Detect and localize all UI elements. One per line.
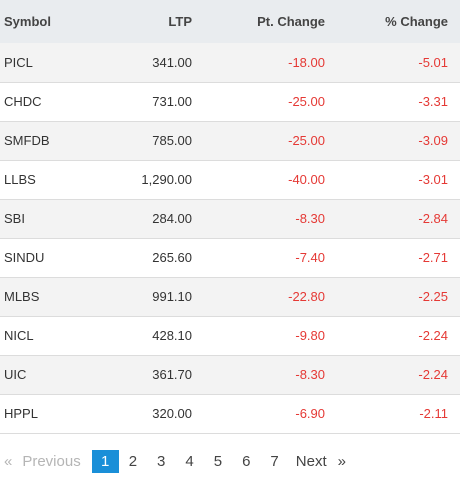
prev-arrow-icon: « xyxy=(4,452,13,470)
page-3-button[interactable]: 3 xyxy=(157,452,166,470)
page-1-button[interactable]: 1 xyxy=(91,449,119,473)
table-row: LLBS 1,290.00 -40.00 -3.01 xyxy=(0,160,460,199)
cell-symbol[interactable]: CHDC xyxy=(4,94,42,109)
cell-pct-change: -2.24 xyxy=(418,328,448,343)
header-row: Symbol LTP Pt. Change % Change xyxy=(0,0,460,43)
table-row: SMFDB 785.00 -25.00 -3.09 xyxy=(0,121,460,160)
cell-symbol[interactable]: UIC xyxy=(4,367,27,382)
cell-symbol[interactable]: PICL xyxy=(4,54,33,70)
cell-pt-change: -18.00 xyxy=(288,54,325,70)
next-arrow-icon[interactable]: » xyxy=(337,452,346,470)
cell-pct-change: -3.31 xyxy=(418,94,448,109)
pagination: « Previous 1 2 3 4 5 6 7 Next » xyxy=(0,448,346,474)
cell-pct-change: -5.01 xyxy=(418,54,448,70)
cell-pct-change: -2.11 xyxy=(419,406,448,421)
table-row: NICL 428.10 -9.80 -2.24 xyxy=(0,316,460,355)
next-button[interactable]: Next xyxy=(295,452,327,470)
cell-pct-change: -2.84 xyxy=(418,211,448,226)
cell-ltp: 428.10 xyxy=(152,328,192,343)
previous-button[interactable]: Previous xyxy=(22,452,81,470)
table-row: CHDC 731.00 -25.00 -3.31 xyxy=(0,82,460,121)
column-header-pt-change[interactable]: Pt. Change xyxy=(257,14,325,29)
cell-symbol[interactable]: LLBS xyxy=(4,172,36,187)
cell-pt-change: -40.00 xyxy=(288,172,325,187)
cell-pt-change: -6.90 xyxy=(295,406,325,421)
page-2-button[interactable]: 2 xyxy=(128,452,138,470)
table-row: SINDU 265.60 -7.40 -2.71 xyxy=(0,238,460,277)
table-row: SBI 284.00 -8.30 -2.84 xyxy=(0,199,460,238)
table-row: UIC 361.70 -8.30 -2.24 xyxy=(0,355,460,394)
cell-ltp: 991.10 xyxy=(152,289,192,304)
cell-pt-change: -7.40 xyxy=(295,250,325,265)
cell-pt-change: -25.00 xyxy=(288,133,325,148)
cell-ltp: 361.70 xyxy=(152,367,192,382)
cell-pt-change: -8.30 xyxy=(295,211,325,226)
page-4-button[interactable]: 4 xyxy=(185,452,194,470)
column-header-ltp[interactable]: LTP xyxy=(168,14,192,29)
column-header-pct-change[interactable]: % Change xyxy=(385,14,448,29)
cell-symbol[interactable]: SBI xyxy=(4,211,25,226)
cell-symbol[interactable]: SMFDB xyxy=(4,133,50,148)
cell-pct-change: -3.09 xyxy=(418,133,448,148)
column-header-symbol[interactable]: Symbol xyxy=(4,14,51,29)
cell-symbol[interactable]: NICL xyxy=(4,328,34,343)
page-6-button[interactable]: 6 xyxy=(242,452,251,470)
stock-table: Symbol LTP Pt. Change % Change PICL 341.… xyxy=(0,0,460,433)
page-7-button[interactable]: 7 xyxy=(270,452,279,470)
cell-pct-change: -2.25 xyxy=(418,289,448,304)
cell-ltp: 1,290.00 xyxy=(141,172,192,187)
table-body: PICL 341.00 -18.00 -5.01 CHDC 731.00 -25… xyxy=(0,43,460,433)
cell-ltp: 284.00 xyxy=(152,211,192,226)
cell-pct-change: -2.24 xyxy=(418,367,448,382)
cell-pt-change: -9.80 xyxy=(295,328,325,343)
table-row: HPPL 320.00 -6.90 -2.11 xyxy=(0,394,460,433)
cell-symbol[interactable]: HPPL xyxy=(4,406,38,421)
page-5-button[interactable]: 5 xyxy=(213,452,223,470)
cell-pct-change: -3.01 xyxy=(418,172,448,187)
cell-pct-change: -2.71 xyxy=(418,250,448,265)
cell-ltp: 731.00 xyxy=(152,94,192,109)
table-row: PICL 341.00 -18.00 -5.01 xyxy=(0,43,460,82)
cell-pt-change: -22.80 xyxy=(288,289,325,304)
table-row: MLBS 991.10 -22.80 -2.25 xyxy=(0,277,460,316)
table-header: Symbol LTP Pt. Change % Change xyxy=(0,0,460,43)
cell-ltp: 265.60 xyxy=(152,250,192,265)
cell-pt-change: -25.00 xyxy=(288,94,325,109)
cell-symbol[interactable]: SINDU xyxy=(4,250,45,265)
cell-ltp: 320.00 xyxy=(152,406,192,421)
cell-ltp: 341.00 xyxy=(152,54,192,70)
cell-pt-change: -8.30 xyxy=(295,367,325,382)
cell-ltp: 785.00 xyxy=(152,133,192,148)
cell-symbol[interactable]: MLBS xyxy=(4,289,40,304)
